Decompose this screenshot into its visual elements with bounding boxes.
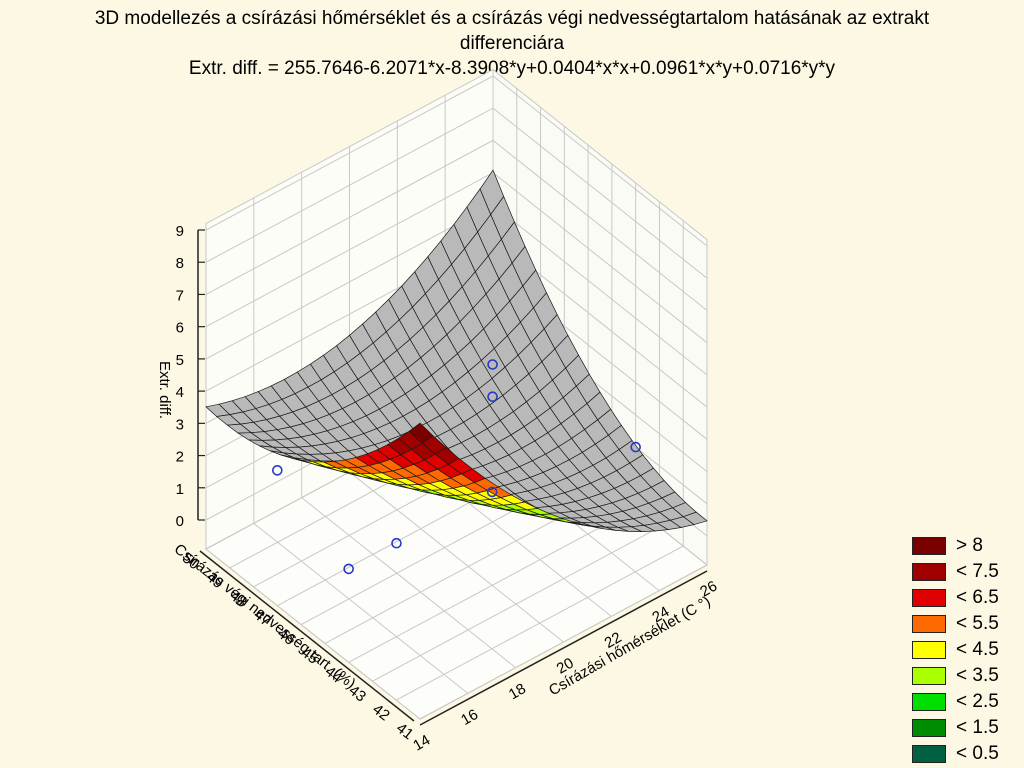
legend-swatch bbox=[912, 589, 946, 607]
z-tick-label: 6 bbox=[176, 320, 184, 337]
observation-point bbox=[343, 563, 354, 575]
y-tick-label: 43 bbox=[345, 682, 369, 706]
y-axis-line bbox=[199, 550, 415, 722]
y-tick-label: 44 bbox=[322, 663, 346, 687]
x-tick-label: 26 bbox=[697, 578, 720, 601]
x-gridline-floor bbox=[253, 522, 469, 694]
legend-label: < 1.5 bbox=[956, 717, 999, 738]
x-gridline-floor bbox=[205, 548, 421, 720]
x-tick-label: 24 bbox=[649, 603, 672, 626]
observation-point bbox=[272, 465, 283, 476]
y-tick-label: 49 bbox=[203, 569, 227, 593]
legend-item: < 3.5 bbox=[912, 663, 1022, 689]
z-tick-label: 1 bbox=[176, 481, 184, 498]
x-tick-label: 20 bbox=[554, 655, 577, 678]
x-tick-label: 18 bbox=[506, 680, 529, 703]
legend-item: < 5.5 bbox=[912, 611, 1022, 637]
legend-item: > 8 bbox=[912, 533, 1022, 559]
y-tick-label: 45 bbox=[298, 644, 322, 668]
y-gridline-floor bbox=[372, 526, 660, 682]
x-axis-line bbox=[419, 570, 708, 726]
y-tick-label: 42 bbox=[369, 701, 393, 725]
surface-plot: 0123456789141618202224264142434445464748… bbox=[156, 68, 720, 755]
chart-title-block: 3D modellezés a csírázási hőmérséklet és… bbox=[0, 6, 1024, 81]
y-tick-label: 41 bbox=[393, 720, 417, 744]
observation-point bbox=[487, 359, 498, 370]
z-tick-label: 0 bbox=[176, 513, 184, 530]
y-gridline-floor bbox=[419, 564, 708, 720]
y-tick-label: 50 bbox=[179, 550, 203, 574]
z-tick-label: 7 bbox=[176, 287, 184, 304]
legend-swatch bbox=[912, 745, 946, 763]
legend-item: < 7.5 bbox=[912, 559, 1022, 585]
legend-label: < 5.5 bbox=[956, 613, 999, 634]
z-axis-title: Extr. diff. bbox=[156, 361, 173, 419]
surface-cell bbox=[408, 422, 434, 444]
legend-swatch bbox=[912, 693, 946, 711]
legend-item: < 1.5 bbox=[912, 715, 1022, 741]
y-tick-label: 48 bbox=[227, 587, 251, 611]
legend-swatch bbox=[912, 719, 946, 737]
z-tick-label: 5 bbox=[176, 352, 184, 369]
legend-label: < 7.5 bbox=[956, 561, 999, 582]
observation-point bbox=[487, 391, 498, 403]
x-tick-label: 14 bbox=[410, 732, 433, 755]
observation-point bbox=[391, 537, 402, 549]
y-gridline-floor bbox=[348, 507, 636, 663]
legend-swatch bbox=[912, 537, 946, 555]
x-tick-label: 22 bbox=[602, 629, 625, 652]
legend-label: < 2.5 bbox=[956, 691, 999, 712]
observation-point bbox=[630, 441, 641, 453]
legend-item: < 6.5 bbox=[912, 585, 1022, 611]
y-tick-label: 47 bbox=[250, 606, 274, 630]
chart-title-line-1: 3D modellezés a csírázási hőmérséklet és… bbox=[94, 8, 930, 29]
legend-label: < 4.5 bbox=[956, 639, 999, 660]
chart-subtitle: Extr. diff. = 255.7646-6.2071*x-8.3908*y… bbox=[188, 58, 836, 79]
legend-swatch bbox=[912, 563, 946, 581]
x-tick-label: 16 bbox=[458, 706, 481, 729]
legend-label: < 6.5 bbox=[956, 587, 999, 608]
x-gridline-floor bbox=[301, 497, 516, 669]
y-tick-label: 46 bbox=[274, 625, 298, 649]
legend-swatch bbox=[912, 667, 946, 685]
chart-title-line-2: differenciára bbox=[459, 33, 565, 54]
x-gridline-floor bbox=[349, 471, 564, 643]
legend-label: > 8 bbox=[956, 535, 983, 556]
z-tick-label: 9 bbox=[176, 223, 184, 240]
legend-item: < 0.5 bbox=[912, 741, 1022, 767]
z-tick-label: 4 bbox=[176, 384, 184, 401]
legend-label: < 3.5 bbox=[956, 665, 999, 686]
legend-swatch bbox=[912, 641, 946, 659]
z-tick-label: 3 bbox=[176, 416, 184, 433]
y-gridline-floor bbox=[395, 545, 684, 701]
legend: > 8 < 7.5 < 6.5 < 5.5 < 4.5 < 3.5 < 2.5 < 1.5 < … bbox=[912, 533, 1022, 767]
legend-swatch bbox=[912, 615, 946, 633]
z-tick-label: 2 bbox=[176, 449, 184, 466]
observation-point bbox=[486, 486, 498, 498]
legend-item: < 4.5 bbox=[912, 637, 1022, 663]
legend-item: < 2.5 bbox=[912, 689, 1022, 715]
legend-label: < 0.5 bbox=[956, 743, 999, 764]
z-tick-label: 8 bbox=[176, 255, 184, 272]
